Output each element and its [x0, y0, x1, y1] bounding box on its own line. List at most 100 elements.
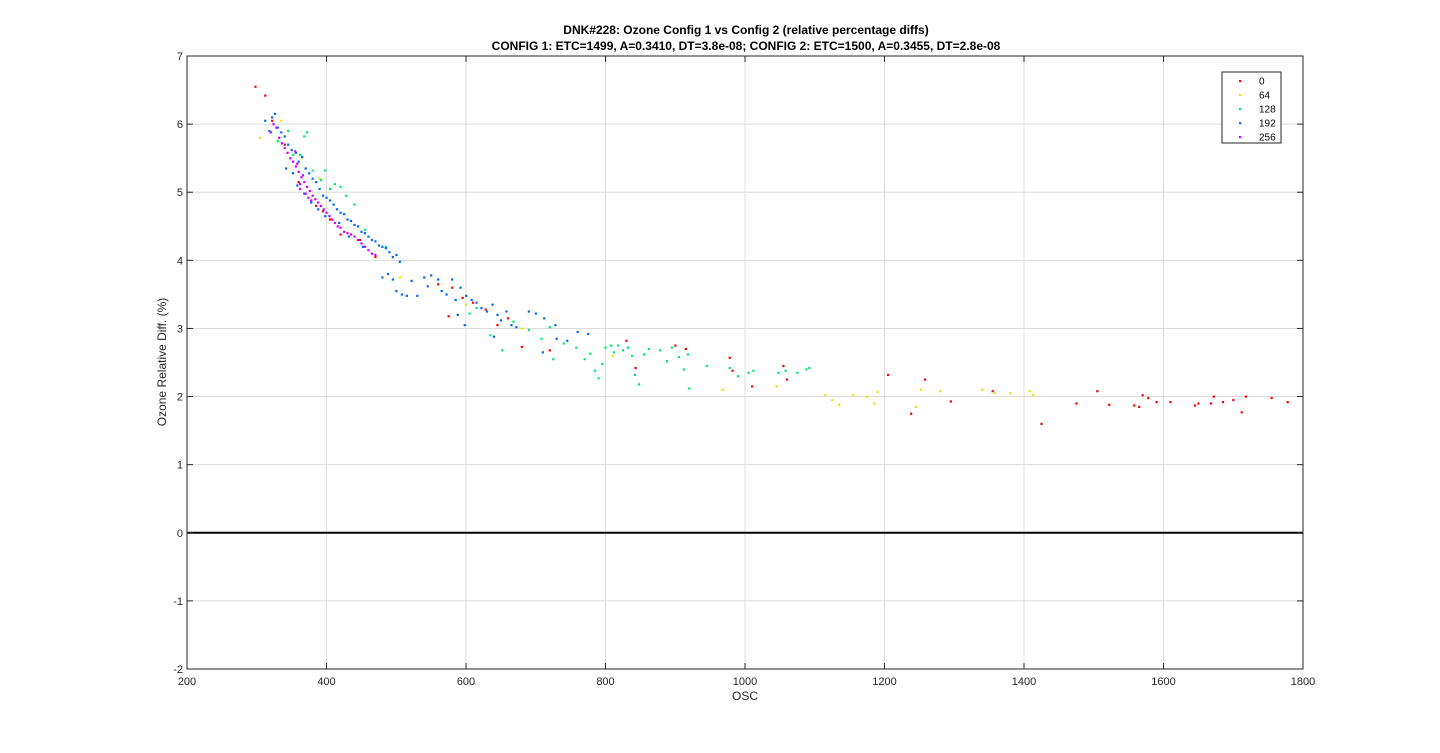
data-point: [677, 356, 680, 359]
data-point: [335, 208, 339, 211]
data-point: [300, 176, 303, 179]
y-axis-label: Ozone Relative Diff. (%): [155, 298, 169, 427]
data-point: [728, 366, 731, 370]
legend-label: 192: [1259, 119, 1276, 130]
data-point: [631, 354, 634, 357]
data-point: [416, 294, 419, 297]
data-point: [349, 219, 353, 223]
data-point: [301, 157, 304, 160]
data-point: [363, 245, 367, 248]
data-point: [540, 337, 543, 340]
data-point: [363, 228, 367, 231]
data-point: [308, 189, 311, 193]
chart-subtitle: CONFIG 1: ETC=1499, A=0.3410, DT=3.8e-08…: [492, 39, 1001, 53]
data-point: [1040, 422, 1043, 425]
data-point: [384, 245, 387, 248]
data-point: [1028, 390, 1031, 393]
data-point: [298, 153, 302, 156]
data-point: [634, 366, 637, 370]
ticks-layer: 200 400 600 800 1000 1200 1400 1600 1800 -2 -1 0 1 2 3…: [173, 51, 1315, 688]
data-point: [527, 328, 530, 332]
data-point: [276, 140, 279, 143]
data-point: [339, 233, 342, 236]
data-point: [1244, 395, 1248, 398]
data-point: [317, 201, 320, 204]
data-point: [684, 347, 687, 351]
data-point: [831, 398, 834, 402]
data-point: [315, 204, 318, 208]
data-point: [358, 238, 362, 242]
data-point: [374, 253, 377, 257]
data-point: [456, 313, 459, 317]
data-point: [367, 235, 370, 238]
data-point: [276, 126, 279, 129]
data-point: [360, 242, 363, 245]
data-point: [470, 298, 473, 302]
data-point: [437, 283, 440, 286]
data-point: [367, 249, 370, 252]
data-point: [583, 358, 586, 361]
data-point: [647, 347, 650, 351]
data-point: [307, 196, 310, 199]
data-point: [731, 369, 734, 372]
data-point: [264, 94, 267, 97]
data-point: [993, 392, 996, 395]
data-point: [353, 203, 356, 206]
data-point: [391, 278, 394, 281]
data-point: [315, 181, 318, 184]
data-point: [534, 312, 537, 315]
data-point: [280, 131, 283, 134]
data-point: [272, 123, 275, 126]
data-point: [674, 344, 677, 347]
data-point: [721, 388, 724, 391]
data-point: [374, 255, 377, 259]
data-point: [784, 369, 787, 372]
data-point: [728, 356, 731, 359]
data-point: [297, 160, 300, 163]
data-point: [604, 346, 607, 349]
data-point: [437, 278, 440, 281]
data-point: [1138, 405, 1141, 408]
data-point: [324, 169, 327, 172]
data-point: [296, 184, 299, 187]
data-point: [377, 244, 381, 247]
data-point: [471, 301, 475, 304]
data-point: [876, 390, 879, 393]
data-point: [866, 395, 869, 398]
data-point: [296, 162, 299, 165]
data-point: [1155, 401, 1158, 404]
data-point: [475, 301, 478, 304]
data-point: [370, 238, 374, 242]
data-point: [285, 167, 288, 170]
data-point: [328, 218, 332, 221]
y-tick-label: -1: [173, 596, 183, 608]
data-point: [451, 286, 454, 289]
data-point: [562, 342, 565, 345]
data-point: [318, 177, 321, 180]
data-point: [587, 332, 590, 336]
data-point: [423, 276, 426, 279]
y-tick-label: 4: [177, 255, 183, 267]
data-point: [496, 324, 499, 327]
data-point: [777, 371, 780, 374]
legend-marker: [1239, 136, 1242, 139]
x-tick-label: 1600: [1151, 676, 1175, 688]
data-point: [381, 245, 384, 248]
data-point: [1197, 402, 1200, 405]
data-point: [310, 199, 313, 202]
data-point: [1209, 402, 1213, 405]
data-point: [388, 251, 391, 254]
legend-label: 64: [1259, 91, 1271, 102]
data-point: [254, 85, 257, 88]
data-point: [682, 368, 685, 371]
data-point: [496, 313, 499, 317]
data-point: [554, 324, 557, 327]
data-point: [269, 131, 272, 134]
data-point: [292, 172, 295, 175]
data-point: [919, 388, 922, 391]
data-point: [991, 390, 994, 393]
data-point: [298, 183, 302, 186]
legend-marker: [1239, 108, 1242, 111]
data-point: [308, 172, 311, 175]
